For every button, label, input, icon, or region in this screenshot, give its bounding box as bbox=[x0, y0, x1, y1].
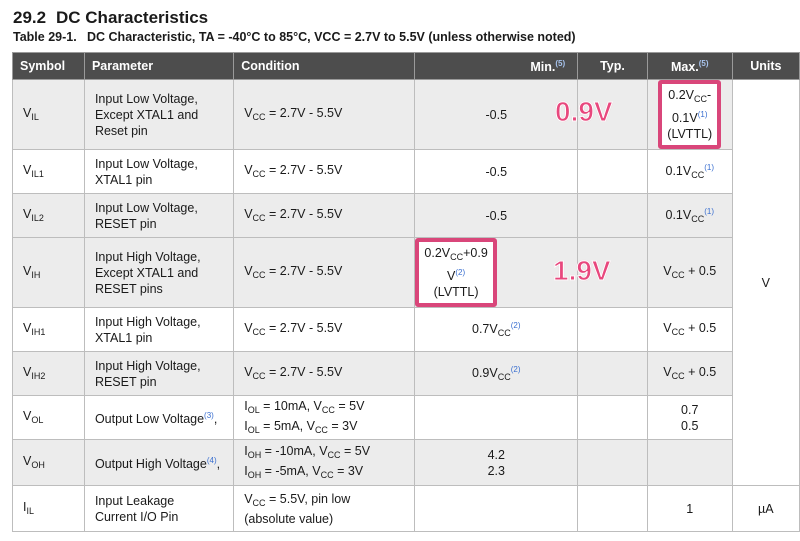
parameter-cell: Input High Voltage, Except XTAL1 and RESET… bbox=[83, 237, 235, 308]
parameter-cell: Output High Voltage(4), bbox=[83, 439, 235, 486]
typ-cell bbox=[577, 307, 648, 352]
table-caption: Table 29-1. DC Characteristic, TA = -40°C… bbox=[13, 30, 576, 44]
min-cell bbox=[414, 485, 579, 532]
parameter-cell: Input High Voltage, RESET pin bbox=[83, 351, 235, 396]
max-cell: 0.1VCC(1) bbox=[646, 193, 733, 238]
units-cell-v: V bbox=[731, 79, 800, 486]
condition-cell: VCC = 2.7V - 5.5V bbox=[233, 79, 416, 150]
symbol-cell: VIL1 bbox=[12, 149, 85, 194]
header-condition: Condition bbox=[233, 52, 416, 80]
header-symbol: Symbol bbox=[12, 52, 85, 80]
condition-cell: VCC = 2.7V - 5.5V bbox=[233, 237, 416, 308]
max-cell: 0.2VCC- 0.1V(1) (LVTTL) bbox=[646, 79, 733, 150]
annotation-0-9v: 0.9V bbox=[555, 96, 614, 128]
condition-cell: VCC = 2.7V - 5.5V bbox=[233, 307, 416, 352]
condition-cell: VCC = 2.7V - 5.5V bbox=[233, 351, 416, 396]
condition-cell: VCC = 2.7V - 5.5V bbox=[233, 193, 416, 238]
min-cell: -0.5 bbox=[414, 149, 579, 194]
min-cell: 4.2 2.3 bbox=[414, 439, 579, 486]
condition-cell: IOL = 10mA, VCC = 5V IOL = 5mA, VCC = 3V bbox=[233, 395, 416, 440]
min-cell: -0.5 bbox=[414, 79, 579, 150]
typ-cell bbox=[577, 193, 648, 238]
table-row: IIL Input Leakage Current I/O Pin VCC = 5… bbox=[12, 485, 800, 532]
typ-cell bbox=[577, 79, 648, 150]
units-cell: µA bbox=[731, 485, 800, 532]
table-row: VIH2 Input High Voltage, RESET pin VCC = … bbox=[12, 351, 800, 396]
table-row: VIL Input Low Voltage, Except XTAL1 and Re… bbox=[12, 79, 800, 486]
table-row: VIH Input High Voltage, Except XTAL1 and R… bbox=[12, 237, 800, 308]
table-row: VIH1 Input High Voltage, XTAL1 pin VCC = … bbox=[12, 307, 800, 352]
max-cell: 1 bbox=[646, 485, 733, 532]
typ-cell bbox=[577, 485, 648, 532]
highlight-box: 0.2VCC- 0.1V(1) (LVTTL) bbox=[658, 80, 722, 149]
min-cell: 0.9VCC(2) bbox=[414, 351, 579, 396]
max-cell: VCC + 0.5 bbox=[646, 351, 733, 396]
symbol-cell: VIH1 bbox=[12, 307, 85, 352]
parameter-cell: Input Low Voltage, RESET pin bbox=[83, 193, 235, 238]
max-cell bbox=[646, 439, 733, 486]
table-number: Table 29-1. bbox=[13, 30, 77, 44]
symbol-cell: VIH2 bbox=[12, 351, 85, 396]
symbol-cell: VOH bbox=[12, 439, 85, 486]
table-row: VOH Output High Voltage(4), IOH = -10mA,… bbox=[12, 439, 800, 486]
max-cell: 0.7 0.5 bbox=[646, 395, 733, 440]
min-cell: 0.7VCC(2) bbox=[414, 307, 579, 352]
symbol-cell: VIH bbox=[12, 237, 85, 308]
symbol-cell: VIL bbox=[12, 79, 85, 150]
section-title: DC Characteristics bbox=[56, 8, 209, 27]
section-heading: 29.2 DC Characteristics bbox=[13, 8, 208, 28]
condition-cell: IOH = -10mA, VCC = 5V IOH = -5mA, VCC = 3… bbox=[233, 439, 416, 486]
header-units: Units bbox=[731, 52, 800, 80]
parameter-cell: Input Low Voltage, Except XTAL1 and Reset … bbox=[83, 79, 235, 150]
header-min: Min.(5) bbox=[414, 52, 579, 80]
symbol-cell: VIL2 bbox=[12, 193, 85, 238]
parameter-cell: Input Low Voltage, XTAL1 pin bbox=[83, 149, 235, 194]
header-max: Max.(5) bbox=[646, 52, 733, 80]
parameter-cell: Input Leakage Current I/O Pin bbox=[83, 485, 235, 532]
typ-cell bbox=[577, 439, 648, 486]
header-row: Symbol Parameter Condition Min.(5) Typ. … bbox=[12, 52, 800, 80]
parameter-cell: Output Low Voltage(3), bbox=[83, 395, 235, 440]
typ-cell bbox=[577, 395, 648, 440]
header-typ: Typ. bbox=[577, 52, 648, 80]
max-cell: 0.1VCC(1) bbox=[646, 149, 733, 194]
section-number: 29.2 bbox=[13, 8, 47, 27]
highlight-box: 0.2VCC+0.9 V(2) (LVTTL) bbox=[415, 238, 497, 307]
table-row: VOL Output Low Voltage(3), IOL = 10mA, V… bbox=[12, 395, 800, 440]
typ-cell bbox=[577, 149, 648, 194]
table-row: VIL1 Input Low Voltage, XTAL1 pin VCC = 2… bbox=[12, 149, 800, 194]
typ-cell bbox=[577, 351, 648, 396]
parameter-cell: Input High Voltage, XTAL1 pin bbox=[83, 307, 235, 352]
dc-characteristics-table: Symbol Parameter Condition Min.(5) Typ. … bbox=[12, 52, 800, 532]
table-row: VIL2 Input Low Voltage, RESET pin VCC = 2… bbox=[12, 193, 800, 238]
symbol-cell: IIL bbox=[12, 485, 85, 532]
max-cell: VCC + 0.5 bbox=[646, 307, 733, 352]
header-parameter: Parameter bbox=[83, 52, 235, 80]
condition-cell: VCC = 5.5V, pin low (absolute value) bbox=[233, 485, 416, 532]
table-caption-text: DC Characteristic, TA = -40°C to 85°C, V… bbox=[87, 30, 576, 44]
condition-cell: VCC = 2.7V - 5.5V bbox=[233, 149, 416, 194]
annotation-1-9v: 1.9V bbox=[553, 255, 612, 287]
symbol-cell: VOL bbox=[12, 395, 85, 440]
min-cell: -0.5 bbox=[414, 193, 579, 238]
max-cell: VCC + 0.5 bbox=[646, 237, 733, 308]
min-cell bbox=[414, 395, 579, 440]
